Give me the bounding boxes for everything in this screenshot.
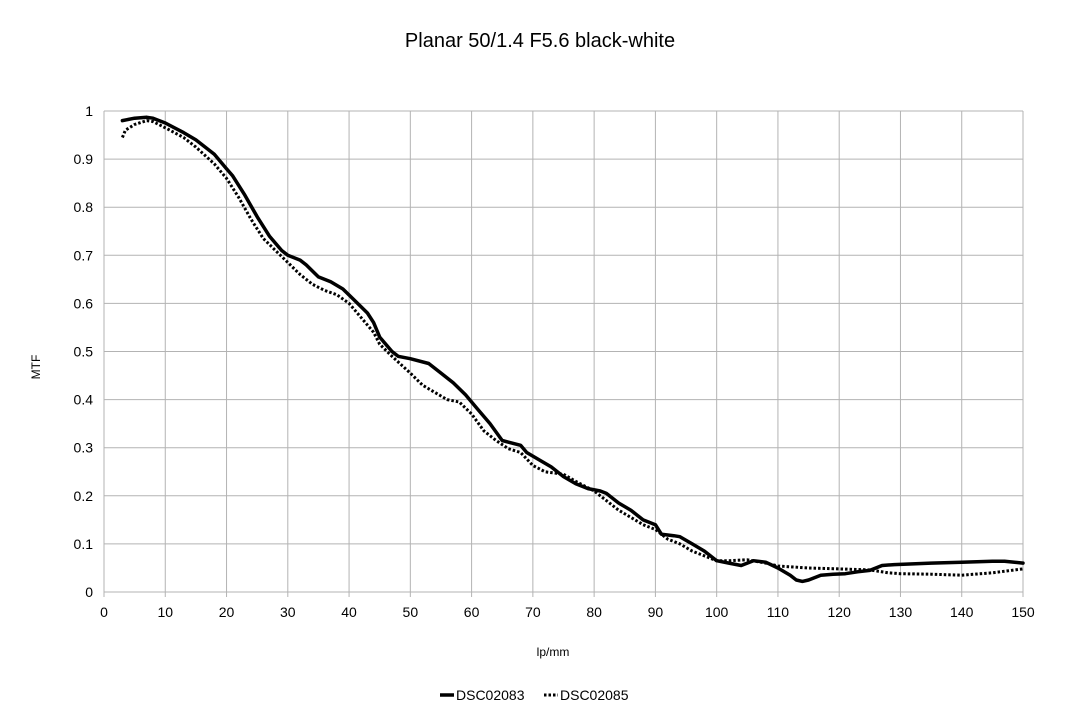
x-tick-label: 100 [705,604,729,620]
x-tick-label: 30 [280,604,296,620]
legend: DSC02083 DSC02085 [440,687,629,703]
x-tick-label: 0 [100,604,108,620]
x-axis-label: lp/mm [537,645,570,659]
series-lines [120,115,1025,584]
grid [103,110,1024,597]
y-tick-label: 0.6 [74,295,94,311]
x-tick-label: 40 [341,604,357,620]
chart-title: Planar 50/1.4 F5.6 black-white [405,30,675,52]
x-tick-label: 80 [586,604,602,620]
legend-label-dsc02083: DSC02083 [456,687,525,703]
y-tick-label: 0.3 [74,440,94,456]
x-tick-label: 150 [1011,604,1035,620]
series-line-dsc02085 [121,119,1024,577]
y-tick-label: 0.4 [74,392,94,408]
x-tick-label: 20 [219,604,235,620]
y-tick-label: 0.8 [74,199,94,215]
y-axis-label: MTF [29,355,43,380]
x-tick-label: 140 [950,604,974,620]
x-tick-label: 110 [767,604,790,620]
x-tick-label: 10 [157,604,173,620]
x-tick-label: 90 [648,604,664,620]
y-tick-label: 0.7 [74,247,94,263]
y-tick-label: 1 [85,103,93,119]
x-tick-label: 60 [464,604,480,620]
x-tick-label: 120 [828,604,852,620]
y-tick-label: 0.2 [74,488,94,504]
y-tick-label: 0.5 [74,344,94,360]
x-tick-label: 50 [403,604,419,620]
y-tick-label: 0.1 [74,536,94,552]
y-tick-label: 0.9 [74,151,94,167]
legend-label-dsc02085: DSC02085 [560,687,629,703]
series-line-dsc02083 [120,115,1025,584]
x-tick-label: 70 [525,604,541,620]
x-tick-label: 130 [889,604,913,620]
y-tick-label: 0 [85,584,93,600]
tick-labels: 0 10 20 30 40 50 60 70 80 90 100 110 120 130 140 150 0 0.… [74,103,1035,620]
